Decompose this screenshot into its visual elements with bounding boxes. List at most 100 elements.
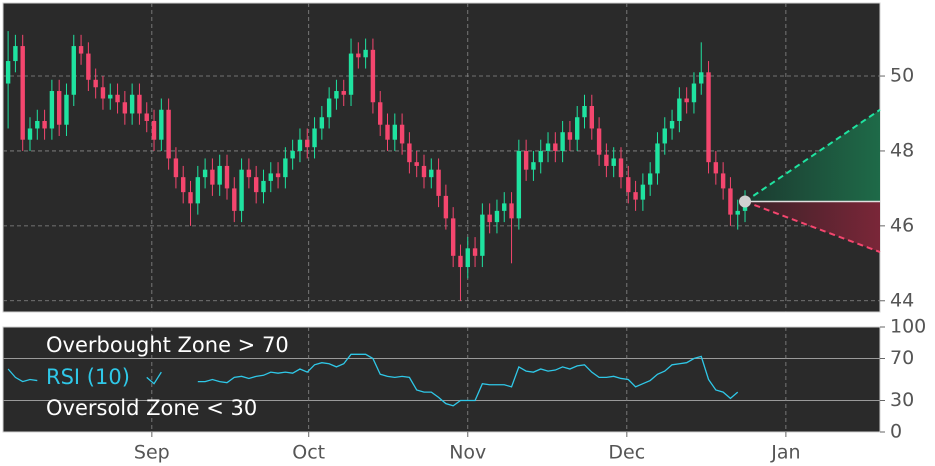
candle-body <box>385 124 390 140</box>
candle-body <box>268 173 273 181</box>
candle-body <box>720 173 726 189</box>
y-tick-label: 100 <box>890 316 926 338</box>
candle-body <box>465 248 470 268</box>
candle-body <box>195 177 201 204</box>
candle-body <box>596 128 602 155</box>
candle-body <box>560 132 565 151</box>
candle-body <box>392 124 398 140</box>
candle-body <box>480 214 485 256</box>
candle-body <box>487 214 492 223</box>
forecast-up-line <box>744 108 881 203</box>
candle-body <box>443 195 449 219</box>
x-tick-label: Dec <box>608 442 645 464</box>
candle-body <box>531 162 536 170</box>
candle-body <box>151 120 157 140</box>
candle-body <box>93 79 98 88</box>
candle-body <box>159 109 164 140</box>
candle-body <box>217 165 222 185</box>
last-price-dot <box>739 195 752 208</box>
candle-body <box>181 177 186 193</box>
candle-body <box>188 192 193 204</box>
candle-body <box>253 177 259 193</box>
candle-body <box>334 91 339 99</box>
candle-body <box>115 94 120 103</box>
candle-body <box>728 188 733 215</box>
candle-body <box>669 120 675 129</box>
candle-body <box>509 203 514 219</box>
candle-body <box>611 158 616 166</box>
candle-body <box>100 87 106 99</box>
candle-body <box>545 143 551 151</box>
price-panel <box>2 2 881 313</box>
candle-body <box>239 169 244 211</box>
y-tick-label: 0 <box>890 421 902 443</box>
candle-body <box>108 94 113 99</box>
candle-body <box>604 154 609 166</box>
candle-body <box>553 143 558 151</box>
candle-body <box>662 128 667 144</box>
candle-body <box>64 94 69 125</box>
candle-body <box>735 210 740 215</box>
candle-body <box>640 184 646 200</box>
forecast-down-area <box>745 201 880 253</box>
rsi-line <box>7 353 739 407</box>
candle-body <box>538 150 543 163</box>
candle-body <box>429 169 434 178</box>
x-tick-label: Sep <box>134 442 170 464</box>
candle-body <box>421 165 427 178</box>
candle-body <box>129 94 135 114</box>
candle-body <box>246 169 252 178</box>
candle-body <box>575 117 580 140</box>
candle-body <box>283 158 288 178</box>
candle-body <box>27 128 33 140</box>
legend-label: RSI (10) <box>46 365 130 389</box>
candle-body <box>378 102 383 125</box>
candle-body <box>137 94 142 114</box>
candle-body <box>618 158 624 178</box>
candle-body <box>144 113 149 121</box>
candle-body <box>13 46 18 62</box>
candle-body <box>356 53 361 58</box>
candle-body <box>297 139 303 151</box>
candle-body <box>122 102 128 114</box>
candle-body <box>450 218 456 256</box>
candle-body <box>166 109 171 159</box>
candle-body <box>312 128 317 148</box>
x-tick-label: Oct <box>292 442 325 464</box>
candle-body <box>677 98 682 121</box>
candle-body <box>655 143 660 174</box>
candle-body <box>363 49 368 58</box>
candle-body <box>78 46 84 54</box>
candle-body <box>305 139 310 148</box>
forecast-down-line <box>744 200 881 254</box>
candle-body <box>86 53 91 80</box>
candle-body <box>414 162 419 166</box>
candle-body <box>523 150 529 170</box>
oversold-label: Oversold Zone < 30 <box>46 396 257 420</box>
candle-body <box>626 177 631 193</box>
candle-body <box>275 173 281 178</box>
x-tick-label: Nov <box>449 442 486 464</box>
candle-body <box>399 124 405 144</box>
candle-body <box>341 91 346 95</box>
candle-body <box>633 192 638 200</box>
candle-body <box>502 203 507 211</box>
candle-body <box>261 180 266 193</box>
candle-body <box>5 61 11 84</box>
y-tick-label: 44 <box>890 289 914 311</box>
y-tick-label: 30 <box>890 389 914 411</box>
candle-body <box>407 143 412 163</box>
candle-body <box>691 83 697 103</box>
y-tick-label: 50 <box>890 65 914 87</box>
candle-body <box>20 46 25 140</box>
candle-body <box>567 132 573 140</box>
candle-body <box>71 46 76 95</box>
candle-body <box>436 169 441 196</box>
candle-body <box>472 248 478 256</box>
candle-body <box>458 255 463 268</box>
y-tick-label: 70 <box>890 347 914 369</box>
candle-body <box>232 188 237 211</box>
candle-body <box>348 53 354 95</box>
candle-body <box>516 150 522 219</box>
